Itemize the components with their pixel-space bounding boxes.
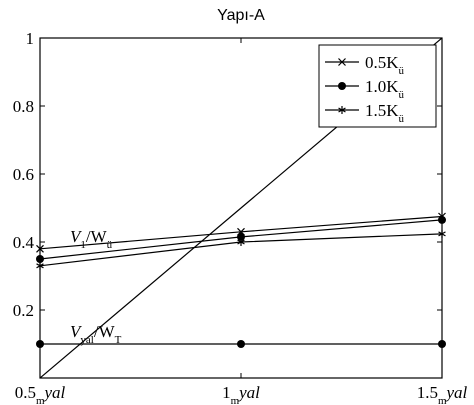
y-tick-label: 0.4 xyxy=(13,233,35,252)
legend-label: 1.0Kü xyxy=(365,77,405,101)
legend-label-sub: ü xyxy=(399,65,405,77)
annotation-sub: ü xyxy=(107,239,113,251)
annotation-text: /W xyxy=(86,227,108,246)
x-tick-label-text: yal xyxy=(445,383,468,402)
annotation-sub: 1 xyxy=(80,239,86,251)
data-point xyxy=(237,232,245,241)
data-point xyxy=(237,340,245,348)
annotation-sub: yal xyxy=(80,334,93,346)
x-tick-label-text: 1 xyxy=(222,383,231,402)
x-tick-label-sub: m xyxy=(438,395,447,405)
x-tick-label: 1myal xyxy=(222,383,260,405)
legend-label-text: 1.5K xyxy=(365,101,399,120)
x-tick-label-sub: m xyxy=(231,395,240,405)
legend-label: 0.5Kü xyxy=(365,53,405,77)
plot-frame xyxy=(39,37,443,379)
y-tick-label: 0.6 xyxy=(13,165,34,184)
x-tick-label-text: yal xyxy=(43,383,66,402)
x-tick-label-text: 1.5 xyxy=(417,383,438,402)
x-tick-label-text: yal xyxy=(237,383,260,402)
chart-title: Yapı-A xyxy=(217,7,265,24)
marker-dot xyxy=(237,232,245,241)
legend-marker xyxy=(338,58,346,66)
annotation-sub: T xyxy=(115,334,122,346)
legend-label-sub: ü xyxy=(399,113,405,125)
marker-stroke xyxy=(338,58,346,66)
x-tick-label-sub: m xyxy=(36,395,45,405)
legend-label-text: 0.5K xyxy=(365,53,399,72)
marker-dot xyxy=(338,82,346,90)
marker-stroke xyxy=(237,239,245,245)
data-point xyxy=(237,238,245,246)
annotation-text: V xyxy=(70,322,83,341)
annotation-text: V xyxy=(70,227,83,246)
y-tick-label: 0.8 xyxy=(13,97,34,116)
y-tick-label: 1 xyxy=(26,29,35,48)
marker-stroke xyxy=(338,107,346,113)
legend-label-sub: ü xyxy=(399,89,405,101)
legend-marker xyxy=(338,82,346,90)
x-tick-label-text: 0.5 xyxy=(15,383,36,402)
annotation-text: /W xyxy=(94,322,116,341)
legend-marker xyxy=(338,106,346,114)
marker-dot xyxy=(237,340,245,348)
x-tick-label: 0.5myal xyxy=(15,383,66,405)
annotation: Vyal/WT xyxy=(70,322,122,346)
legend-label: 1.5Kü xyxy=(365,101,405,125)
annotation: V1/Wü xyxy=(70,227,113,251)
x-tick-label: 1.5myal xyxy=(417,383,468,405)
legend-label-text: 1.0K xyxy=(365,77,399,96)
y-tick-label: 0.2 xyxy=(13,301,34,320)
